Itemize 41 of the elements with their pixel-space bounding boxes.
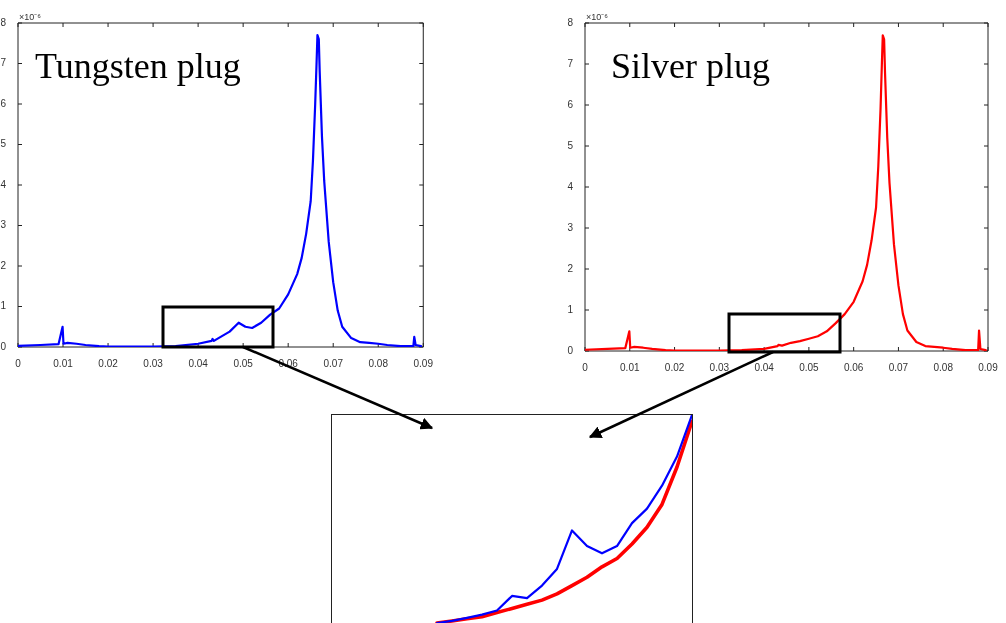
x-tick-label: 0.08 (368, 357, 389, 369)
x-tick-label: 0.02 (98, 357, 119, 369)
y-tick-label: 8 (567, 16, 574, 28)
y-tick-label: 1 (567, 303, 574, 315)
y-tick-label: 7 (0, 57, 7, 69)
x-tick-label: 0 (15, 357, 22, 369)
y-tick-label: 7 (567, 57, 574, 69)
x-tick-label: 0.09 (978, 361, 999, 373)
x-tick-label: 0.03 (143, 357, 164, 369)
x-tick-label: 0.05 (799, 361, 820, 373)
y-tick-label: 3 (0, 219, 7, 231)
x-tick-label: 0.09 (413, 357, 434, 369)
x-tick-label: 0.08 (933, 361, 954, 373)
x-tick-label: 0.02 (664, 361, 685, 373)
text: ×10⁻⁶ (19, 11, 42, 22)
y-tick-label: 5 (567, 139, 574, 151)
x-tick-label: 0.06 (843, 361, 864, 373)
y-tick-label: 0 (567, 344, 574, 356)
x-tick-label: 0 (582, 361, 589, 373)
y-tick-label: 8 (0, 16, 7, 28)
y-tick-label: 5 (0, 138, 7, 150)
text: Silver plug (611, 46, 770, 86)
y-tick-label: 6 (0, 97, 7, 109)
x-tick-label: 0.01 (620, 361, 640, 373)
x-tick-label: 0.04 (188, 357, 209, 369)
x-tick-label: 0.04 (754, 361, 775, 373)
text: Tungsten plug (35, 46, 241, 86)
y-tick-label: 3 (567, 221, 574, 233)
y-tick-label: 4 (567, 180, 574, 192)
text: ×10⁻⁶ (586, 11, 609, 22)
y-tick-label: 0 (0, 340, 7, 352)
y-tick-label: 6 (567, 98, 574, 110)
x-tick-label: 0.03 (709, 361, 730, 373)
x-tick-label: 0.07 (888, 361, 909, 373)
y-tick-label: 4 (0, 178, 7, 190)
x-tick-label: 0.01 (53, 357, 74, 369)
x-tick-label: 0.07 (323, 357, 344, 369)
y-tick-label: 1 (0, 300, 7, 312)
y-tick-label: 2 (0, 259, 7, 271)
x-tick-label: 0.05 (233, 357, 254, 369)
y-tick-label: 2 (567, 262, 574, 274)
